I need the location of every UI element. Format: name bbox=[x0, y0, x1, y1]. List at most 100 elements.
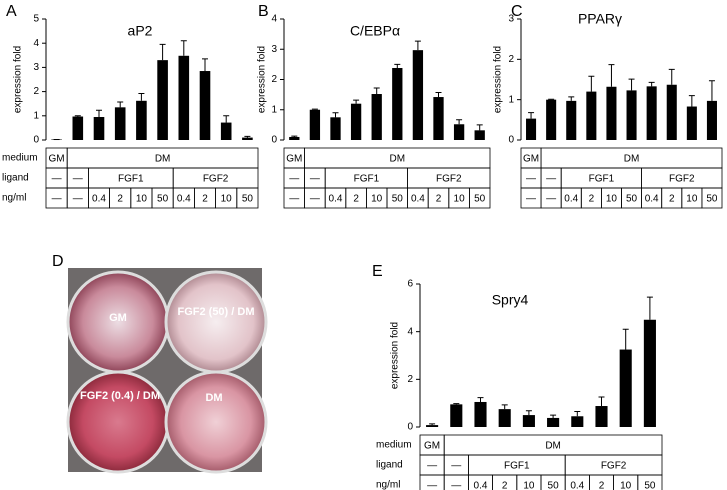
well bbox=[66, 370, 170, 474]
chart-title: Spry4 bbox=[492, 292, 529, 308]
bar bbox=[566, 100, 577, 140]
y-axis-label: expression fold bbox=[257, 46, 268, 113]
bar bbox=[412, 50, 424, 140]
table-text: 50 bbox=[626, 194, 638, 205]
error-bar bbox=[668, 68, 675, 85]
table-text: FGF2 bbox=[436, 174, 462, 185]
bar bbox=[433, 97, 444, 140]
table-text: 50 bbox=[474, 194, 486, 205]
bar bbox=[242, 137, 253, 140]
table-text: 0.4 bbox=[474, 481, 488, 490]
table-text: 10 bbox=[620, 481, 632, 490]
table-cell bbox=[637, 474, 663, 490]
y-axis-label: expression fold bbox=[390, 322, 401, 389]
table-text: 50 bbox=[242, 194, 254, 205]
table-text: GM bbox=[424, 441, 440, 452]
error-bar bbox=[588, 75, 595, 92]
table-text: 2 bbox=[117, 194, 123, 205]
table-text: 50 bbox=[644, 481, 656, 490]
y-tick-label: 1 bbox=[33, 110, 39, 121]
bar bbox=[686, 106, 697, 140]
y-tick-label: 0 bbox=[508, 135, 514, 146]
bar bbox=[371, 94, 382, 140]
error-bar bbox=[202, 58, 208, 72]
error-bar bbox=[708, 80, 715, 101]
bar bbox=[606, 86, 617, 140]
chart-title: aP2 bbox=[128, 23, 153, 39]
panel-label: E bbox=[372, 263, 383, 280]
bar bbox=[426, 425, 439, 427]
error-bar bbox=[159, 43, 166, 61]
bar bbox=[350, 103, 362, 140]
error-bar bbox=[622, 328, 629, 350]
table-text: 10 bbox=[686, 194, 698, 205]
y-tick-label: 3 bbox=[508, 14, 514, 25]
bar bbox=[626, 90, 637, 140]
y-axis-label: expression fold bbox=[13, 46, 24, 113]
table-text: FGF2 bbox=[203, 174, 229, 185]
error-bar bbox=[311, 108, 318, 110]
bar bbox=[114, 107, 126, 140]
table-cell bbox=[236, 187, 259, 209]
table-text: 0.4 bbox=[177, 194, 191, 205]
table-cell bbox=[468, 187, 491, 209]
bar bbox=[93, 117, 105, 140]
table-text: — bbox=[451, 461, 461, 472]
table-text: 10 bbox=[136, 194, 148, 205]
error-bar bbox=[117, 101, 124, 108]
table-text: — bbox=[427, 481, 437, 490]
table-text: 10 bbox=[523, 481, 535, 490]
bar bbox=[522, 415, 535, 427]
y-tick-label: 2 bbox=[407, 374, 413, 385]
y-tick-label: 2 bbox=[33, 86, 39, 97]
y-tick-label: 0 bbox=[271, 135, 277, 146]
bar bbox=[619, 349, 632, 427]
table-text: — bbox=[310, 174, 320, 185]
table-text: — bbox=[526, 194, 536, 205]
table-text: 2 bbox=[436, 194, 442, 205]
table-text: FGF2 bbox=[669, 174, 695, 185]
table-text: 2 bbox=[669, 194, 675, 205]
panel-label: A bbox=[6, 3, 17, 20]
table-text: 50 bbox=[706, 194, 718, 205]
bar bbox=[178, 55, 190, 141]
error-bar bbox=[456, 119, 463, 125]
error-bar bbox=[96, 109, 102, 118]
table-cell bbox=[701, 187, 723, 209]
well-label: FGF2 (50) / DM bbox=[177, 306, 254, 318]
well bbox=[164, 370, 268, 474]
error-bar bbox=[608, 64, 615, 87]
table-text: FGF1 bbox=[354, 174, 380, 185]
table-text: 0.4 bbox=[411, 194, 425, 205]
y-tick-label: 4 bbox=[33, 38, 39, 49]
table-text: 2 bbox=[589, 194, 595, 205]
bar bbox=[157, 60, 168, 140]
table-text: 0.4 bbox=[92, 194, 106, 205]
table-text: 0.4 bbox=[329, 194, 343, 205]
error-bar bbox=[476, 124, 483, 131]
y-tick-label: 4 bbox=[271, 14, 277, 25]
table-text: GM bbox=[523, 154, 539, 165]
row-label: medium bbox=[376, 440, 412, 451]
table-text: 2 bbox=[202, 194, 208, 205]
y-tick-label: 1 bbox=[271, 104, 277, 115]
row-label: ng/ml bbox=[2, 193, 26, 204]
y-tick-label: 6 bbox=[407, 279, 413, 290]
bar bbox=[474, 401, 487, 427]
bar bbox=[72, 116, 84, 140]
error-bar bbox=[574, 411, 581, 417]
bar bbox=[220, 122, 232, 140]
table-text: — bbox=[526, 174, 536, 185]
y-tick-label: 2 bbox=[271, 74, 277, 85]
error-bar bbox=[646, 296, 653, 320]
error-bar bbox=[453, 403, 460, 405]
table-text: 0.4 bbox=[645, 194, 659, 205]
error-bar bbox=[501, 404, 508, 410]
bar bbox=[309, 109, 321, 140]
well bbox=[164, 270, 268, 374]
y-tick-label: 2 bbox=[508, 54, 514, 65]
table-text: — bbox=[451, 481, 461, 490]
error-bar bbox=[414, 40, 421, 51]
